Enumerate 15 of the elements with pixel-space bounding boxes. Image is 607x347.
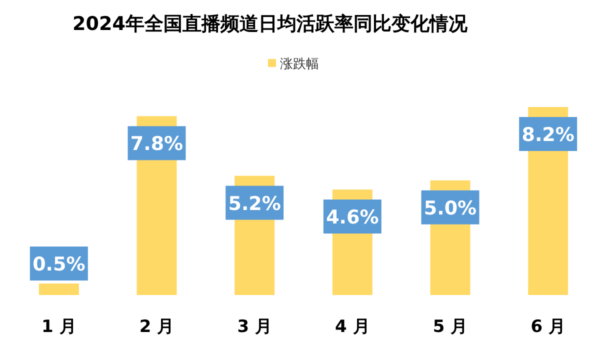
x-tick-label: 6 月 bbox=[530, 317, 566, 337]
data-label: 0.5% bbox=[32, 254, 86, 276]
x-tick-label: 4 月 bbox=[335, 317, 370, 337]
data-label: 7.8% bbox=[130, 133, 184, 156]
x-tick-label: 5 月 bbox=[432, 317, 468, 337]
x-tick-label: 2 月 bbox=[139, 317, 174, 337]
data-label: 5.0% bbox=[424, 197, 477, 220]
data-label: 8.2% bbox=[522, 124, 574, 146]
data-label: 4.6% bbox=[326, 206, 379, 229]
bar bbox=[38, 284, 79, 295]
legend-label: 涨跌幅 bbox=[280, 57, 319, 72]
x-tick-label: 1 月 bbox=[42, 317, 76, 337]
data-label: 5.2% bbox=[228, 192, 281, 215]
x-tick-label: 3 月 bbox=[237, 317, 272, 337]
chart-title: 2024年全国直播频道日均活跃率同比变化情况 bbox=[72, 13, 468, 35]
